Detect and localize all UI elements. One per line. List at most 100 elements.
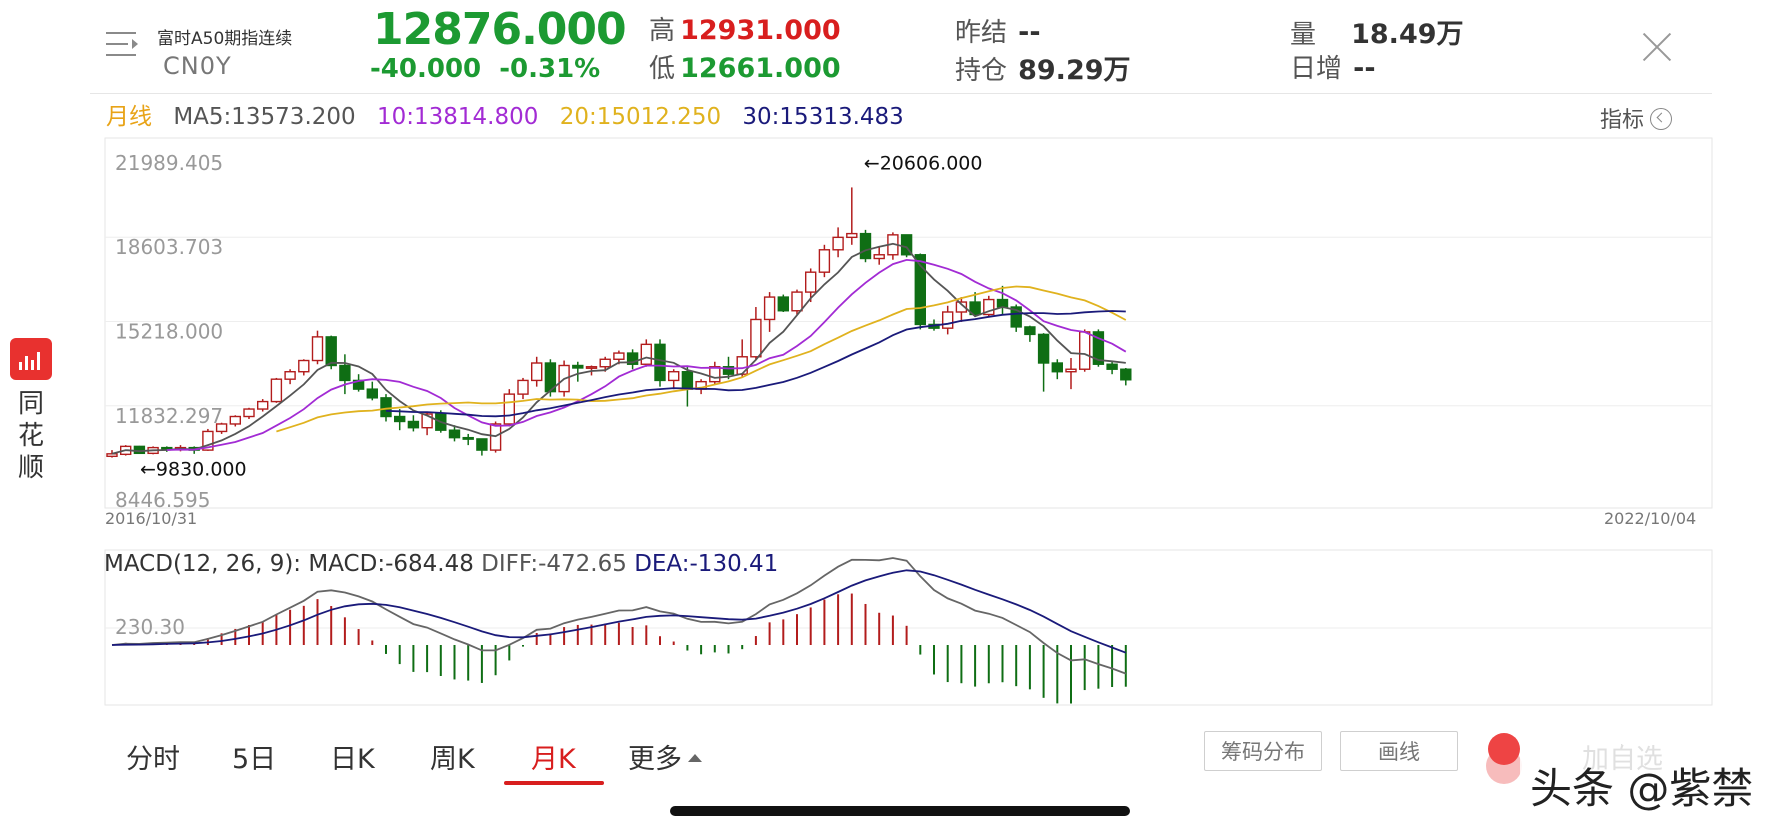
high-field: 高 12931.000	[649, 10, 841, 47]
open-interest-field: 持仓 89.29万	[955, 48, 1131, 87]
candle-body	[585, 366, 598, 369]
candle-body	[763, 296, 776, 321]
high-value: 12931.000	[680, 15, 841, 46]
candle-body	[846, 232, 858, 239]
kline-ma-lines	[111, 242, 1127, 455]
tab-monthly-k[interactable]: 月K	[531, 744, 576, 775]
header-divider	[90, 93, 1712, 94]
ma-period-label: 月线	[106, 104, 152, 130]
macd-grid: 230.30	[104, 549, 1713, 706]
prev-settle-value: --	[1018, 17, 1041, 48]
candle-body	[599, 358, 611, 368]
candle-body	[1024, 326, 1036, 336]
candle-body	[983, 298, 995, 316]
macd-value: MACD:-684.48	[308, 551, 474, 577]
low-field: 低 12661.000	[649, 48, 841, 85]
diff-value: DIFF:-472.65	[481, 551, 627, 577]
candle-body	[1051, 362, 1064, 373]
last-price: 12876.000	[373, 4, 627, 55]
candle-body	[448, 429, 461, 439]
prev-settle-field: 昨结 --	[955, 12, 1041, 49]
tab-intraday[interactable]: 分时	[126, 744, 180, 775]
candle-body	[640, 343, 652, 365]
candle-body	[996, 298, 1009, 308]
macd-legend: MACD(12, 26, 9): MACD:-684.48 DIFF:-472.…	[104, 551, 778, 577]
candle-body	[407, 420, 420, 429]
ma-legend: 月线 MA5:13573.200 10:13814.800 20:15012.2…	[106, 97, 918, 131]
candle-body	[900, 234, 913, 256]
candle-body	[942, 311, 954, 329]
candle-body	[421, 413, 433, 429]
candle-body	[531, 362, 543, 382]
ma5-line	[111, 242, 1126, 455]
candle-body	[873, 254, 885, 260]
ma5-value: MA5:13573.200	[173, 104, 356, 130]
instrument-code: CN0Y	[163, 52, 232, 80]
candle-body	[613, 352, 625, 360]
home-indicator[interactable]	[670, 806, 1130, 816]
daily-inc-label: 日增	[1290, 54, 1343, 84]
candle-body	[517, 379, 529, 395]
volume-label: 量	[1290, 20, 1317, 50]
kline-grid	[104, 137, 1713, 509]
y-tick-label: 21989.405	[115, 151, 223, 175]
candle-body	[1106, 363, 1118, 370]
app-logo-icon[interactable]	[10, 338, 52, 380]
macd-histogram	[124, 593, 1127, 704]
chip-distribution-button[interactable]: 筹码分布	[1204, 731, 1322, 771]
candle-body	[298, 359, 310, 373]
draw-line-button[interactable]: 画线	[1340, 731, 1458, 771]
candle-body	[955, 301, 968, 313]
add-favorite-icon[interactable]	[1488, 733, 1520, 765]
candle-body	[1010, 306, 1022, 328]
ma30-line	[385, 310, 1126, 418]
candle-body	[270, 378, 283, 403]
candle-body	[339, 364, 351, 382]
ma30-value: 30:15313.483	[742, 104, 904, 130]
y-tick-label: 18603.703	[115, 235, 223, 259]
max-price-annotation: ←20606.000	[864, 152, 983, 174]
volume-field: 量 18.49万	[1290, 12, 1464, 51]
candle-body	[366, 388, 378, 399]
candle-body	[736, 356, 748, 375]
candle-body	[1120, 368, 1132, 381]
ma10-line	[166, 258, 1127, 451]
y-tick-label: 11832.297	[115, 404, 223, 428]
ma20-line	[276, 285, 1127, 433]
x-start-date: 2016/10/31	[105, 509, 198, 528]
tab-5day[interactable]: 5日	[232, 744, 277, 775]
min-price-annotation: ←9830.000	[140, 459, 247, 481]
candle-body	[654, 343, 666, 382]
open-interest-label: 持仓	[955, 56, 1008, 86]
ma20-value: 20:15012.250	[559, 104, 722, 130]
change-value: -40.000	[370, 54, 482, 84]
candle-body	[859, 232, 872, 260]
dea-line	[111, 569, 1127, 654]
tab-more[interactable]: 更多	[628, 737, 702, 776]
tab-daily-k[interactable]: 日K	[330, 744, 375, 775]
menu-icon[interactable]	[106, 30, 140, 58]
kline-labels: 21989.405 18603.703 15218.000 11832.297 8446…	[115, 151, 982, 512]
side-app-name: 同花顺	[18, 389, 45, 483]
candle-body	[202, 430, 214, 451]
low-label: 低	[649, 54, 676, 84]
watermark-background	[1520, 745, 1790, 815]
indicator-button[interactable]: 指标	[1600, 102, 1673, 134]
candle-body	[257, 400, 269, 410]
kline-frame	[104, 137, 1713, 509]
candle-body	[914, 254, 926, 326]
prev-settle-label: 昨结	[955, 18, 1008, 48]
candle-body	[818, 249, 831, 273]
tab-more-label: 更多	[628, 744, 682, 775]
candle-body	[503, 393, 515, 425]
tab-weekly-k[interactable]: 周K	[430, 744, 475, 775]
candle-body	[1037, 333, 1050, 364]
candle-body	[681, 371, 694, 390]
active-tab-indicator	[504, 781, 604, 785]
y-tick-label: 8446.595	[115, 488, 210, 512]
watermark: 头条 @紫禁	[1530, 764, 1754, 813]
caret-up-icon	[688, 753, 702, 762]
indicator-label: 指标	[1600, 108, 1645, 133]
candle-body	[832, 236, 844, 251]
